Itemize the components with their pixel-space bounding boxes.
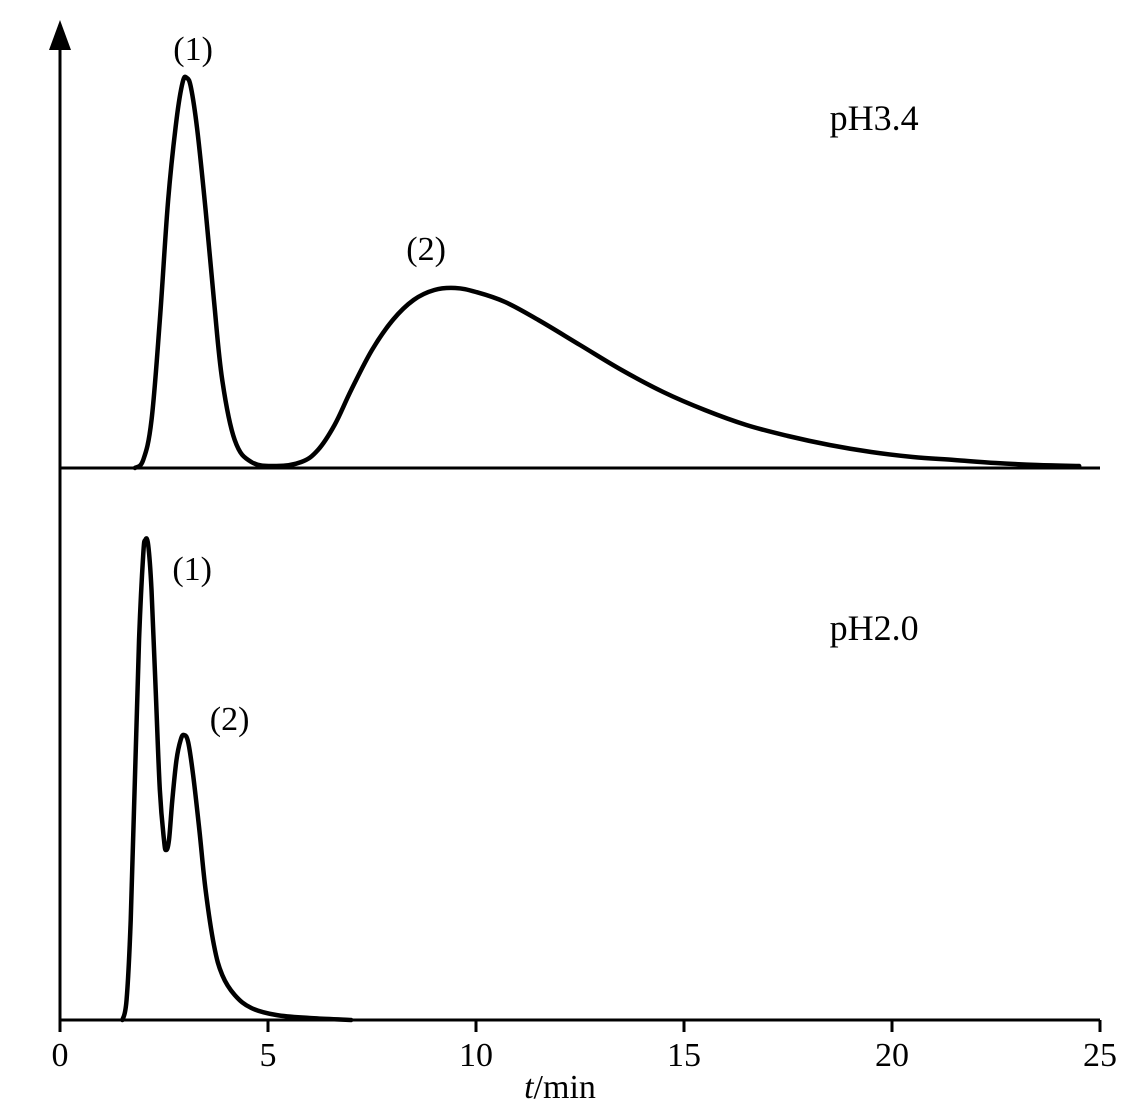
chromatogram-chart: 0 5 10 15 20 25 t/min pH3.4 (1) (2) pH2.0 (1) (2) — [0, 0, 1129, 1104]
x-axis-label: t/min — [524, 1069, 596, 1104]
lower-condition-label: pH2.0 — [830, 608, 919, 648]
upper-condition-label: pH3.4 — [830, 98, 919, 138]
x-tick-label: 0 — [52, 1037, 69, 1074]
upper-chromatogram-curve — [135, 77, 1079, 468]
lower-peak-label-2: (2) — [210, 701, 250, 738]
y-axis-arrow — [49, 20, 71, 50]
upper-peak-label-1: (1) — [173, 31, 213, 68]
x-tick-label: 15 — [667, 1037, 701, 1074]
upper-peak-label-2: (2) — [406, 231, 446, 268]
lower-peak-label-1: (1) — [172, 551, 212, 588]
chart-svg: 0 5 10 15 20 25 t/min pH3.4 (1) (2) pH2.0 (1) (2) — [0, 0, 1129, 1104]
x-tick-label: 10 — [459, 1037, 493, 1074]
lower-chromatogram-curve — [122, 538, 351, 1020]
x-tick-label: 25 — [1083, 1037, 1117, 1074]
x-tick-label: 20 — [875, 1037, 909, 1074]
x-tick-label: 5 — [260, 1037, 277, 1074]
